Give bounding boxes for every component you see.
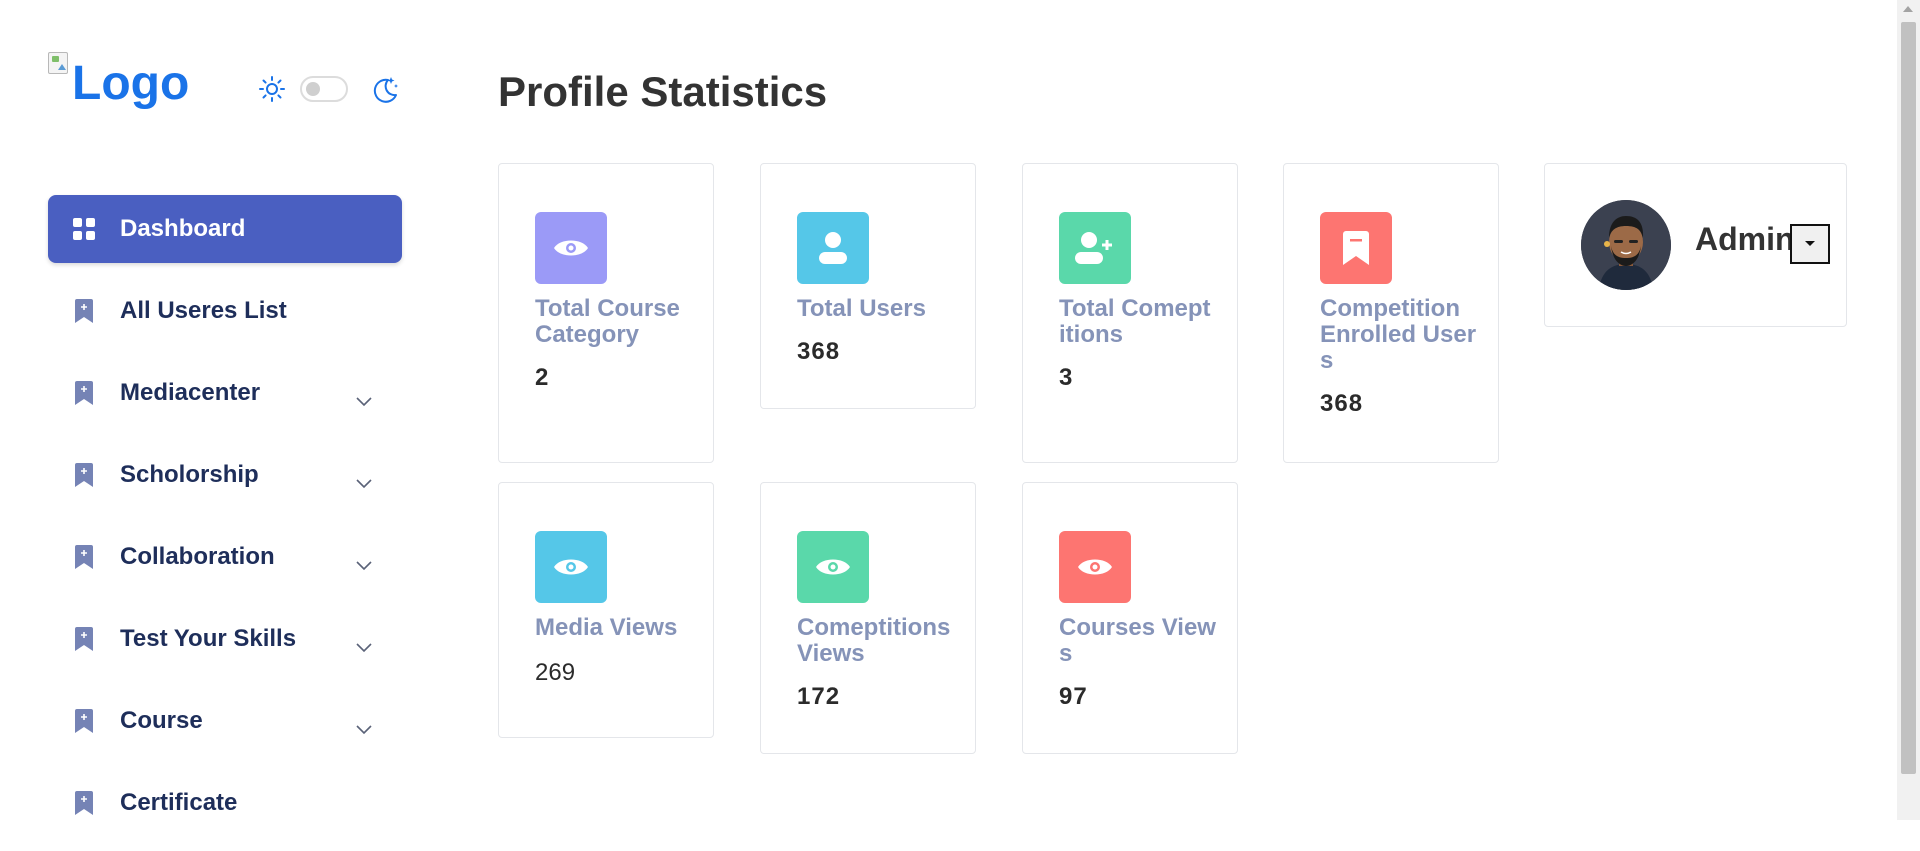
sidebar-item-all-users-list[interactable]: All Useres List [48, 277, 402, 345]
sidebar-nav: Dashboard All Useres List Mediacenter Sc… [48, 195, 402, 851]
chevron-down-icon[interactable] [356, 550, 372, 578]
stat-card-total-course-category: Total CourseCategory 2 [498, 163, 714, 463]
caret-down-icon [1804, 235, 1816, 253]
stat-card-competition-enrolled-users: Competition Enrolled Users 368 [1283, 163, 1499, 463]
eye-icon [535, 212, 607, 284]
sun-icon [258, 75, 286, 103]
profile-menu-button[interactable] [1790, 224, 1830, 264]
stat-value: 97 [1059, 683, 1088, 710]
stat-value: 172 [797, 683, 841, 710]
stat-card-competitions-views: Comeptitions Views 172 [760, 482, 976, 754]
bookmark-plus-icon [72, 791, 96, 815]
theme-toggle[interactable] [300, 76, 348, 102]
logo[interactable]: Logo [48, 50, 189, 108]
avatar[interactable] [1581, 200, 1671, 290]
sidebar-item-mediacenter[interactable]: Mediacenter [48, 359, 402, 427]
sidebar-item-label: Collaboration [120, 543, 275, 570]
sidebar-item-label: Test Your Skills [120, 625, 297, 652]
chevron-down-icon[interactable] [356, 386, 372, 414]
sidebar-item-scholorship[interactable]: Scholorship [48, 441, 402, 509]
toggle-knob [306, 82, 320, 96]
sidebar-item-dashboard[interactable]: Dashboard [48, 195, 402, 263]
stat-label: Courses Views [1059, 614, 1216, 667]
sidebar-item-label: Mediacenter [120, 379, 261, 406]
stat-value: 368 [1320, 390, 1364, 417]
bookmark-plus-icon [72, 381, 96, 405]
sidebar-item-label: Dashboard [120, 215, 246, 242]
stat-value: 2 [535, 364, 550, 391]
bookmark-plus-icon [72, 545, 96, 569]
bookmark-plus-icon [72, 299, 96, 323]
bookmark-plus-icon [72, 627, 96, 651]
scroll-up-arrow-icon[interactable] [1903, 6, 1913, 12]
profile-card: Admin [1544, 163, 1847, 327]
stat-label: Competition Enrolled Users [1320, 295, 1477, 374]
user-plus-icon [1059, 212, 1131, 284]
user-icon [797, 212, 869, 284]
stat-card-total-competitions: Total Comeptitions 3 [1022, 163, 1238, 463]
theme-switcher [258, 74, 400, 104]
sidebar-item-label: All Useres List [120, 297, 287, 324]
stat-label: Total Comeptitions [1059, 295, 1211, 348]
chevron-down-icon[interactable] [356, 468, 372, 496]
stat-value: 269 [535, 659, 576, 686]
sidebar-item-label: Course [120, 707, 203, 734]
sidebar-item-course[interactable]: Course [48, 687, 402, 755]
stat-label: Total CourseCategory [535, 295, 680, 348]
stat-value: 368 [797, 338, 841, 365]
stat-card-courses-views: Courses Views 97 [1022, 482, 1238, 754]
scrollbar-thumb[interactable] [1901, 22, 1916, 774]
chevron-down-icon[interactable] [356, 632, 372, 660]
sidebar-item-collaboration[interactable]: Collaboration [48, 523, 402, 591]
page-title: Profile Statistics [498, 68, 828, 115]
sidebar-item-certificate[interactable]: Certificate [48, 769, 402, 837]
stat-label: Total Users [797, 295, 926, 322]
stat-value: 3 [1059, 364, 1074, 391]
logo-alt-text: Logo [72, 57, 190, 110]
grid-icon [72, 217, 96, 241]
vertical-scrollbar[interactable] [1897, 0, 1920, 820]
sidebar-item-test-your-skills[interactable]: Test Your Skills [48, 605, 402, 673]
stat-label: Comeptitions Views [797, 614, 951, 667]
moon-stars-icon [370, 74, 400, 104]
profile-name: Admin [1695, 221, 1795, 257]
eye-icon [797, 531, 869, 603]
sidebar-item-label: Certificate [120, 789, 238, 816]
broken-image-icon [48, 52, 68, 74]
bookmark-icon [1320, 212, 1392, 284]
bookmark-plus-icon [72, 709, 96, 733]
sidebar-item-label: Scholorship [120, 461, 259, 488]
eye-icon [1059, 531, 1131, 603]
bookmark-plus-icon [72, 463, 96, 487]
stat-label: Media Views [535, 614, 678, 641]
eye-icon [535, 531, 607, 603]
stat-card-media-views: Media Views 269 [498, 482, 714, 738]
chevron-down-icon[interactable] [356, 714, 372, 742]
stat-card-total-users: Total Users 368 [760, 163, 976, 409]
